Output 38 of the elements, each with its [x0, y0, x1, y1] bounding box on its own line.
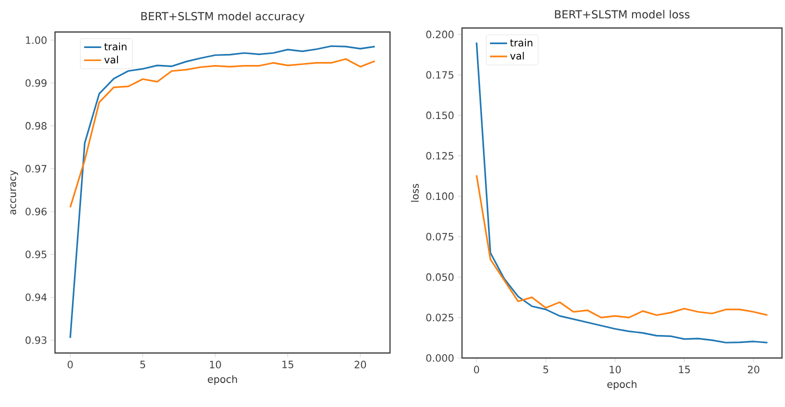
y-tick-label: 0.94 [26, 293, 47, 302]
x-tick-label: 15 [282, 360, 294, 368]
y-tick-label: 0.200 [426, 30, 454, 38]
y-tick-label: 0.99 [26, 79, 47, 87]
y-tick-label: 0.100 [426, 192, 454, 200]
y-tick-label: 1.00 [26, 36, 47, 44]
legend-label: train [104, 42, 126, 50]
y-tick-label: 0.025 [426, 314, 454, 322]
x-tick-label: 0 [474, 366, 480, 374]
x-tick-label: 10 [610, 366, 621, 374]
chart-title: BERT+SLSTM model accuracy [141, 12, 304, 22]
x-tick-label: 5 [543, 366, 548, 374]
y-tick-label: 0.98 [26, 122, 47, 130]
y-axis-title: accuracy [10, 170, 18, 214]
legend-label: train [510, 38, 532, 47]
y-tick-label: 0.000 [426, 354, 454, 362]
x-tick-label: 5 [140, 360, 146, 368]
x-tick-label: 15 [679, 366, 690, 374]
line-series [476, 174, 768, 318]
y-tick-label: 0.150 [426, 112, 454, 120]
x-tick-label: 20 [748, 366, 760, 374]
y-axis-title: loss [410, 184, 419, 202]
x-tick-label: 10 [210, 360, 221, 368]
x-tick-label: 0 [68, 360, 73, 368]
x-axis-title: epoch [208, 375, 237, 385]
y-tick-label: 0.95 [26, 250, 46, 258]
y-tick-label: 0.97 [26, 164, 46, 172]
y-tick-label: 0.96 [26, 208, 47, 216]
x-tick-label: 20 [354, 360, 366, 368]
x-axis-title: epoch [607, 380, 636, 390]
y-tick-label: 0.050 [426, 273, 454, 281]
y-tick-label: 0.125 [426, 152, 454, 160]
legend-label: val [104, 56, 118, 64]
chart-title: BERT+SLSTM model loss [555, 10, 690, 18]
y-tick-label: 0.075 [426, 232, 454, 240]
y-tick-label: 0.175 [426, 71, 454, 79]
y-tick-label: 0.93 [26, 336, 46, 344]
legend-label: val [510, 52, 524, 60]
